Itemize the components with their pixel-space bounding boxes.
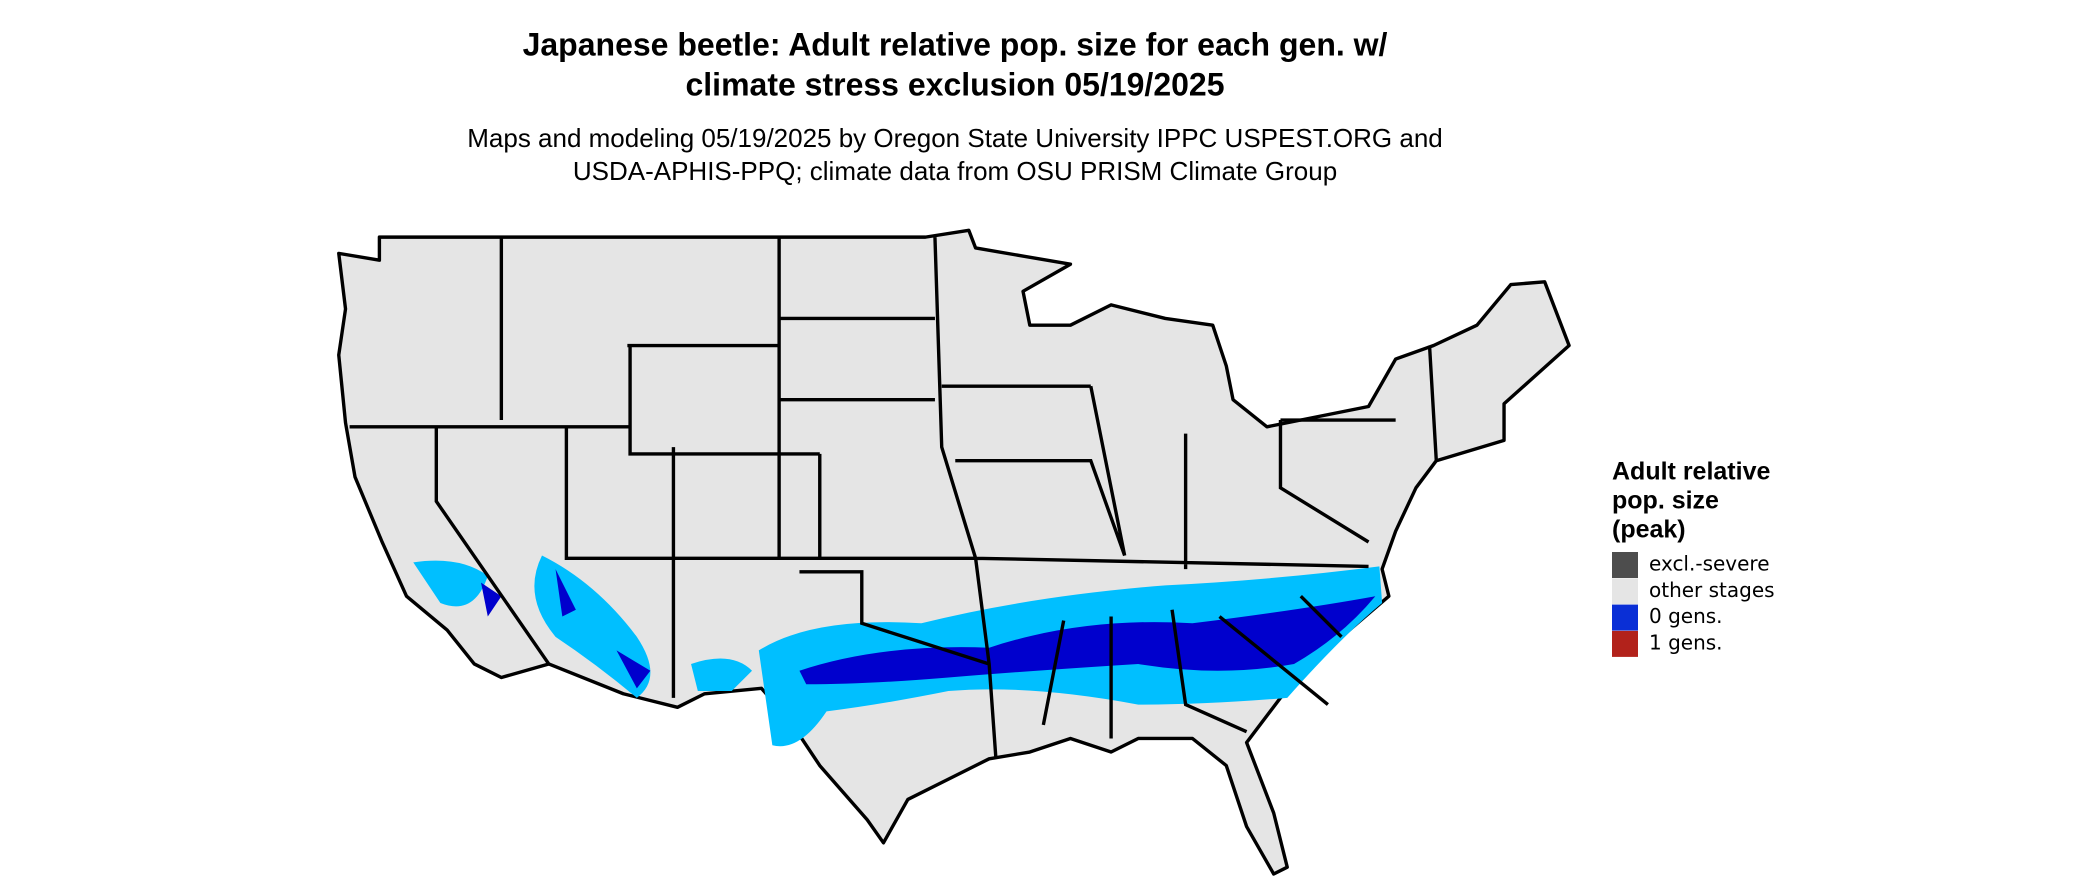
title-line: climate stress exclusion 05/19/2025 xyxy=(685,66,1224,102)
legend-label: other stages xyxy=(1649,578,1775,602)
legend-title: (peak) xyxy=(1612,516,1686,544)
legend-title: pop. size xyxy=(1612,487,1719,515)
title-line: Japanese beetle: Adult relative pop. siz… xyxy=(523,26,1388,62)
legend-label: 1 gens. xyxy=(1649,630,1723,654)
legend-label: excl.-severe xyxy=(1649,552,1770,576)
legend-title: Adult relative xyxy=(1612,458,1770,486)
subtitle-line: Maps and modeling 05/19/2025 by Oregon S… xyxy=(467,123,1443,153)
state-borders xyxy=(349,237,1438,759)
us-outline xyxy=(337,228,1571,876)
pest-zones xyxy=(413,555,1383,747)
legend-key xyxy=(1612,552,1638,578)
subtitle-line: USDA-APHIS-PPQ; climate data from OSU PR… xyxy=(573,156,1337,186)
legend-key xyxy=(1612,630,1638,657)
legend-label: 0 gens. xyxy=(1649,604,1723,628)
us-map xyxy=(337,228,1571,876)
legend-key xyxy=(1612,578,1638,605)
legend-key xyxy=(1612,604,1638,631)
